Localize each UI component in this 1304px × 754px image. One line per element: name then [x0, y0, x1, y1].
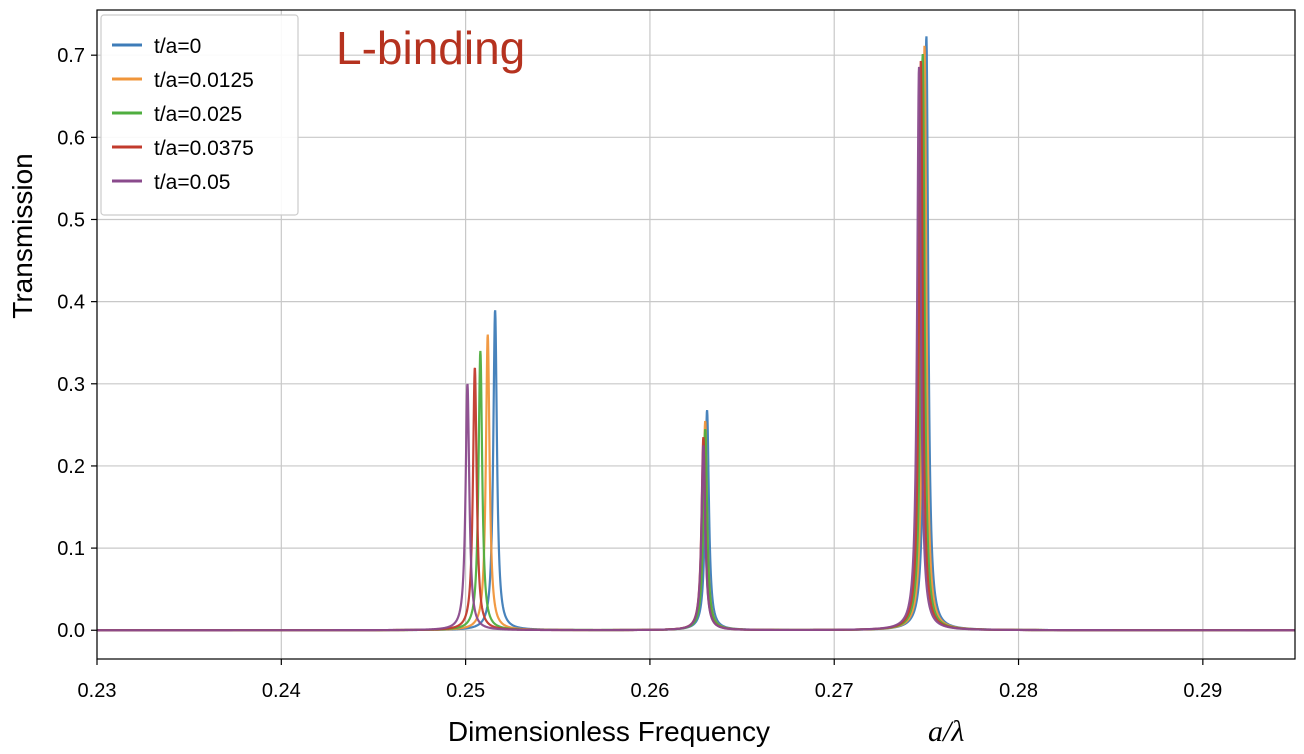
series-lines — [97, 36, 1295, 632]
y-axis-ticks: 0.0 0.1 0.2 0.3 0.4 0.5 0.6 0.7 — [57, 45, 97, 642]
y-tick-label: 0.4 — [57, 292, 85, 314]
plot-frame — [96, 9, 1296, 660]
x-tick-label: 0.28 — [999, 680, 1038, 702]
legend-items: t/a=0 t/a=0.0125 t/a=0.025 t/a=0.0375 t/a=0.… — [112, 35, 254, 194]
legend-box — [100, 14, 299, 216]
x-tick-label: 0.26 — [630, 680, 669, 702]
x-axis-math: a/λ — [928, 715, 964, 748]
annotation-l-binding: L-binding — [336, 22, 525, 74]
x-axis-ticks: 0.23 0.24 0.25 0.26 0.27 0.28 0.29 — [78, 659, 1222, 702]
y-axis-title: Transmission — [7, 153, 38, 318]
y-tick-label: 0.6 — [57, 127, 85, 149]
legend-label: t/a=0.0375 — [154, 137, 254, 160]
series-line — [97, 66, 1295, 632]
legend-label: t/a=0 — [154, 35, 201, 58]
x-tick-label: 0.27 — [815, 680, 854, 702]
y-tick-label: 0.2 — [57, 456, 85, 478]
y-tick-label: 0.0 — [57, 620, 85, 642]
legend-label: t/a=0.0125 — [154, 69, 254, 92]
x-tick-label: 0.25 — [446, 680, 485, 702]
x-tick-label: 0.24 — [262, 680, 301, 702]
y-tick-label: 0.5 — [57, 209, 85, 231]
legend-label: t/a=0.05 — [154, 171, 230, 194]
y-tick-label: 0.7 — [57, 45, 85, 67]
x-axis-title: Dimensionless Frequency — [448, 716, 770, 747]
y-tick-label: 0.3 — [57, 374, 85, 396]
x-tick-label: 0.23 — [78, 680, 117, 702]
x-tick-label: 0.29 — [1183, 680, 1222, 702]
y-tick-label: 0.1 — [57, 538, 85, 560]
legend: t/a=0 t/a=0.0125 t/a=0.025 t/a=0.0375 t/a=0.… — [100, 14, 299, 216]
legend-label: t/a=0.025 — [154, 103, 242, 126]
